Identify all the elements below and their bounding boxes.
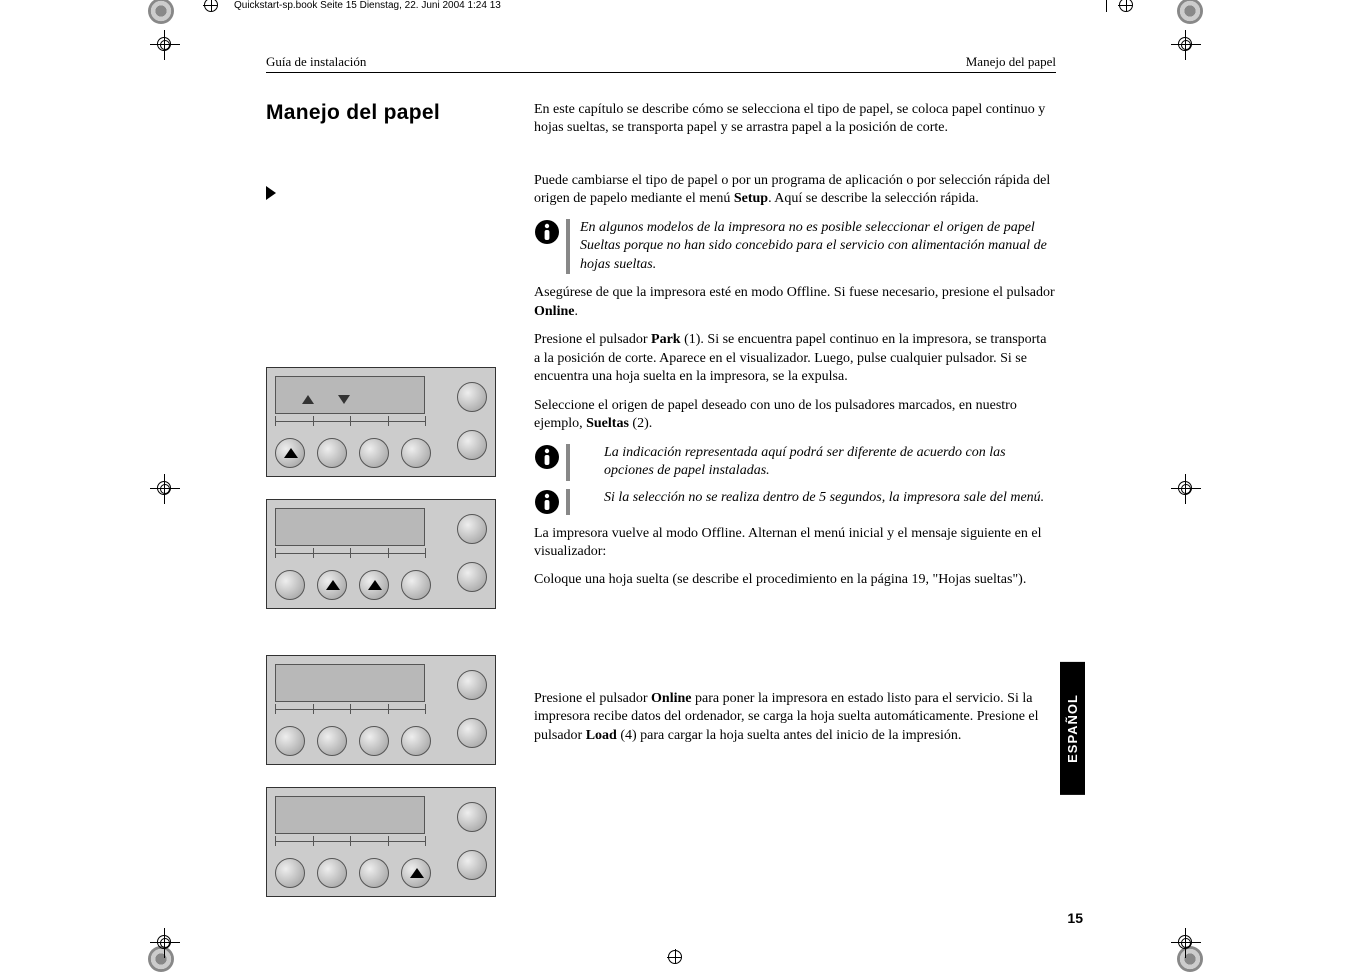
info-icon bbox=[534, 219, 560, 245]
text: . Aquí se describe la selección rápida. bbox=[768, 191, 979, 206]
registration-mark-right bbox=[1171, 474, 1201, 504]
panel-side-button bbox=[457, 382, 487, 412]
panel-button bbox=[401, 438, 431, 468]
text: (4) para cargar la hoja suelta antes del… bbox=[617, 728, 962, 743]
intro-paragraph: En este capítulo se describe cómo se sel… bbox=[534, 101, 1056, 138]
online-bold: Online bbox=[534, 304, 574, 319]
paragraph-4: Seleccione el origen de papel deseado co… bbox=[534, 397, 1056, 434]
panel-button bbox=[359, 726, 389, 756]
panel-side-button bbox=[457, 430, 487, 460]
info-icon bbox=[534, 444, 560, 470]
small-mark-bottom bbox=[668, 950, 682, 964]
crop-circle-tr bbox=[1177, 0, 1203, 24]
panel-button bbox=[275, 858, 305, 888]
info-icon bbox=[534, 489, 560, 515]
crop-circle-tl bbox=[148, 0, 174, 24]
note-bar bbox=[566, 219, 570, 274]
panel-button bbox=[359, 570, 389, 600]
note-bar bbox=[566, 444, 570, 481]
online-bold-2: Online bbox=[651, 691, 691, 706]
paragraph-7: Presione el pulsador Online para poner l… bbox=[534, 690, 1056, 745]
panel-button bbox=[275, 726, 305, 756]
panel-button bbox=[401, 858, 431, 888]
panel-side-button bbox=[457, 514, 487, 544]
text: . bbox=[574, 304, 578, 319]
small-mark-tr bbox=[1119, 0, 1133, 12]
text: Presione el pulsador bbox=[534, 332, 651, 347]
panel-button bbox=[317, 726, 347, 756]
header-right: Manejo del papel bbox=[966, 54, 1056, 70]
text: Asegúrese de que la impresora esté en mo… bbox=[534, 285, 1055, 300]
paragraph-2: Asegúrese de que la impresora esté en mo… bbox=[534, 284, 1056, 321]
paragraph-6: Coloque una hoja suelta (se describe el … bbox=[534, 571, 1056, 589]
printer-panel-diagram-4 bbox=[266, 787, 496, 897]
book-page-info: Quickstart-sp.book Seite 15 Dienstag, 22… bbox=[234, 0, 501, 11]
printer-panel-diagram-2 bbox=[266, 499, 496, 609]
text: (2). bbox=[629, 416, 652, 431]
panel-button bbox=[401, 726, 431, 756]
paragraph-3: Presione el pulsador Park (1). Si se enc… bbox=[534, 331, 1056, 386]
panel-side-button bbox=[457, 718, 487, 748]
park-bold: Park bbox=[651, 332, 681, 347]
note-bar bbox=[566, 489, 570, 515]
panel-side-button bbox=[457, 670, 487, 700]
note-1: En algunos modelos de la impresora no es… bbox=[580, 219, 1056, 274]
panel-button bbox=[401, 570, 431, 600]
panel-side-button bbox=[457, 850, 487, 880]
panel-button bbox=[275, 570, 305, 600]
registration-mark-tr bbox=[1171, 30, 1201, 60]
text: Presione el pulsador bbox=[534, 691, 651, 706]
panel-button bbox=[317, 570, 347, 600]
printer-panel-diagram-3 bbox=[266, 655, 496, 765]
registration-mark-tl bbox=[150, 30, 180, 60]
paragraph-1: Puede cambiarse el tipo de papel o por u… bbox=[534, 172, 1056, 209]
panel-side-button bbox=[457, 562, 487, 592]
language-tab: ESPAÑOL bbox=[1060, 662, 1085, 795]
panel-button bbox=[317, 858, 347, 888]
printer-panel-diagram-1 bbox=[266, 367, 496, 477]
header-left: Guía de instalación bbox=[266, 54, 366, 70]
panel-button bbox=[275, 438, 305, 468]
paragraph-5: La impresora vuelve al modo Offline. Alt… bbox=[534, 525, 1056, 562]
sueltas-bold: Sueltas bbox=[586, 416, 629, 431]
registration-mark-left bbox=[150, 474, 180, 504]
panel-button bbox=[359, 858, 389, 888]
section-title: Manejo del papel bbox=[266, 101, 516, 125]
section-pointer-icon bbox=[266, 186, 276, 205]
small-mark-tl bbox=[204, 0, 218, 12]
panel-side-button bbox=[457, 802, 487, 832]
setup-bold: Setup bbox=[734, 191, 768, 206]
tick-mark-tr bbox=[1106, 0, 1107, 12]
note-3: Si la selección no se realiza dentro de … bbox=[580, 489, 1056, 507]
panel-button bbox=[317, 438, 347, 468]
panel-button bbox=[359, 438, 389, 468]
load-bold: Load bbox=[586, 728, 617, 743]
page-number: 15 bbox=[1067, 910, 1083, 926]
note-2: La indicación representada aquí podrá se… bbox=[580, 444, 1056, 481]
